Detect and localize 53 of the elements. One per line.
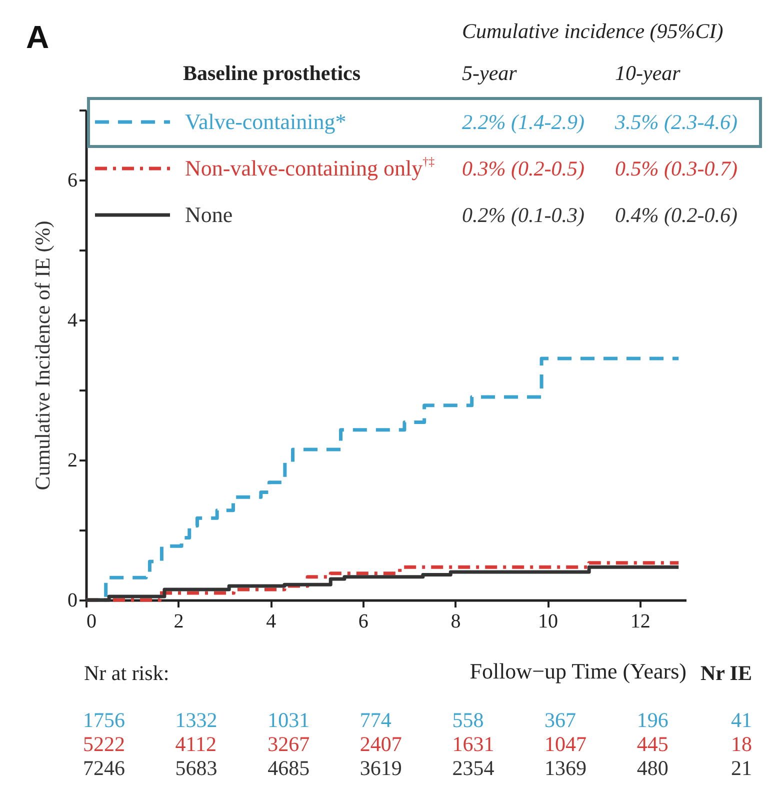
text: 4685 [268,756,310,780]
text: 5-year [462,61,518,85]
text: 5222 [83,732,125,756]
text: 10-year [615,61,682,85]
text: 1031 [268,708,310,732]
annotation: 0.5% (0.3-0.7) [615,156,738,180]
text: 41 [731,708,752,732]
text: 5683 [175,756,218,780]
x-tick-label: 10 [538,610,558,632]
text: 21 [731,756,752,780]
text: 3267 [268,732,310,756]
y-tick-label: 0 [68,590,78,612]
chart-title: A [26,19,50,55]
text: Nr IE [700,661,752,685]
text: 1756 [83,708,125,732]
text: 3619 [360,756,402,780]
legend-label: Non-valve-containing only†‡ [185,154,435,180]
text: 7246 [83,756,125,780]
text: 1047 [544,732,587,756]
y-tick-label: 4 [68,310,78,332]
text: 445 [636,732,668,756]
annotation: 2.2% (1.4-2.9) [462,110,584,134]
text: 4112 [175,732,217,756]
x-tick-label: 8 [450,610,461,632]
annotation: 3.5% (2.3-4.6) [614,110,738,134]
y-tick-label: 2 [68,450,78,472]
annotation: 0.3% (0.2-0.5) [462,156,584,180]
text: 2407 [360,732,402,756]
text: 1369 [544,756,587,780]
y-tick-label: 6 [68,170,78,192]
text: 196 [636,708,668,732]
x-tick-label: 6 [358,610,368,632]
x-tick-label: 2 [174,610,184,632]
text: 1332 [175,708,218,732]
y-axis-title: Cumulative Incidence of IE (%) [30,220,54,490]
text: Nr at risk: [84,661,170,685]
text: 480 [636,756,668,780]
text: 774 [360,708,392,732]
text: Cumulative incidence (95%CI) [462,19,724,43]
text: 2354 [452,756,495,780]
x-axis-title: Follow−up Time (Years) [470,658,686,684]
annotation: 0.4% (0.2-0.6) [615,203,738,227]
x-tick-label: 12 [630,610,650,632]
legend-label: None [185,202,233,227]
legend-title: Baseline prosthetics [183,61,361,85]
legend-label: Valve-containing* [185,109,346,134]
x-tick-label: 0 [86,610,96,632]
text: 367 [544,708,576,732]
annotation: 0.2% (0.1-0.3) [462,203,584,227]
x-tick-label: 4 [266,610,276,632]
text: 558 [452,708,484,732]
text: 18 [731,732,752,756]
text: 1631 [452,732,494,756]
